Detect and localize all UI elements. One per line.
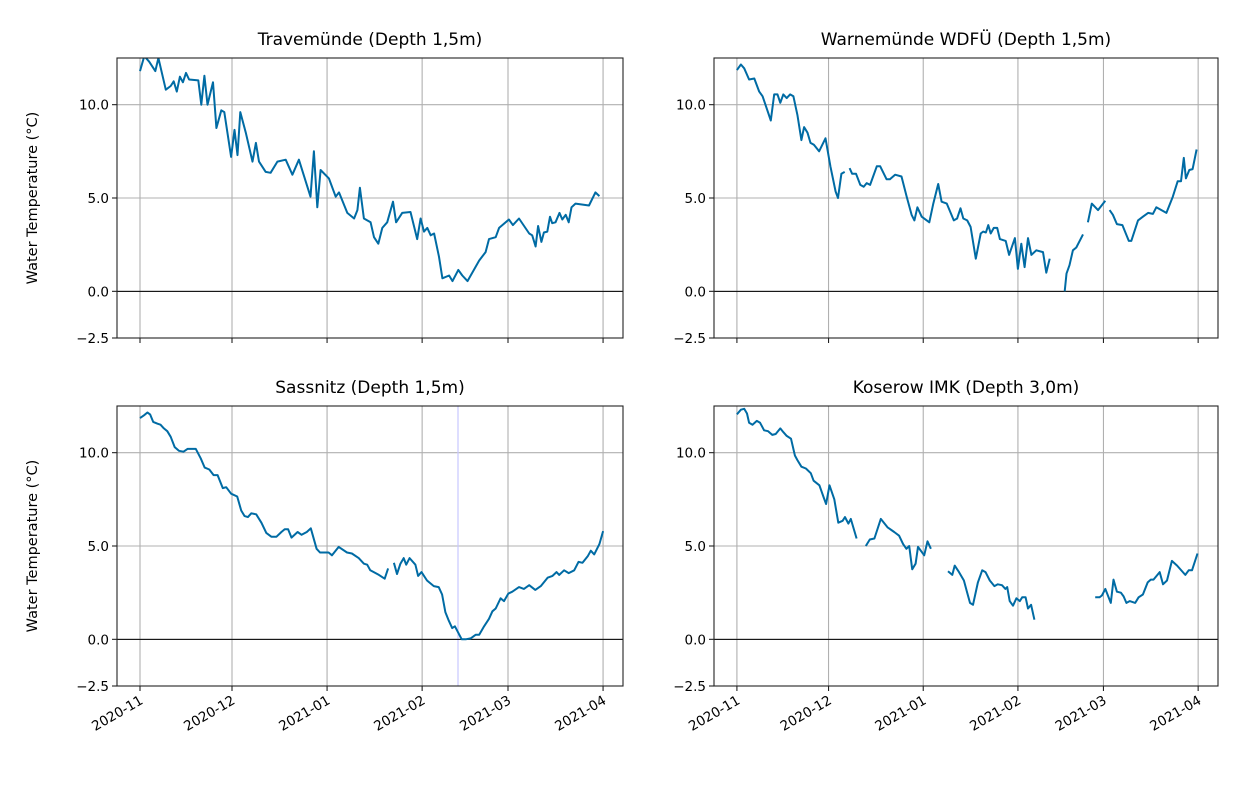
y-tick-label: 5.0 (685, 539, 706, 555)
x-tick-label: 2021-02 (967, 693, 1024, 735)
x-tick-label: 2020-11 (686, 693, 743, 735)
subplot-title: Koserow IMK (Depth 3,0m) (853, 378, 1080, 398)
subplot-title: Travemünde (Depth 1,5m) (257, 30, 483, 50)
temperature-series-line (848, 165, 1051, 274)
x-tick-label: 2021-03 (1053, 693, 1110, 735)
x-tick-label: 2021-02 (371, 693, 428, 735)
subplot-title: Warnemünde WDFÜ (Depth 1,5m) (821, 28, 1111, 50)
x-tick-label: 2021-04 (552, 693, 609, 735)
x-tick-label: 2020-12 (181, 693, 238, 735)
subplot-2: −2.5 0.0 5.0 10.0 Warnemünde WDFÜ (Depth 1,5… (673, 28, 1219, 347)
temperature-series-line (1086, 200, 1107, 223)
x-tick-label: 2021-04 (1147, 693, 1204, 735)
y-tick-label: 5.0 (685, 191, 706, 207)
y-axis-label: Water Temperature (°C) (25, 460, 41, 633)
x-tick-label: 2020-12 (778, 693, 835, 735)
temperature-series-line (1063, 233, 1084, 292)
x-tick-label: 2020-11 (89, 693, 146, 735)
y-axis-label: Water Temperature (°C) (25, 112, 41, 285)
y-tick-label: 0.0 (88, 284, 109, 300)
temperature-series-line (736, 63, 846, 199)
y-tick-label: −2.5 (673, 331, 706, 347)
x-tick-label: 2021-01 (276, 693, 333, 735)
y-tick-label: 0.0 (685, 284, 706, 300)
y-tick-label: 10.0 (79, 446, 109, 462)
y-tick-label: 0.0 (88, 632, 109, 648)
y-tick-label: −2.5 (76, 331, 109, 347)
y-tick-label: 5.0 (88, 191, 109, 207)
temperature-series-line (1108, 149, 1198, 242)
subplot-3: 2020-11 2020-12 2021-01 2021-02 2021-03 2021-… (25, 378, 624, 735)
x-tick-label: 2021-01 (872, 693, 929, 735)
subplot-4: 2020-11 2020-12 2021-01 2021-02 2021-03 2021-… (673, 378, 1219, 735)
x-tick-label: 2021-03 (457, 693, 514, 735)
y-tick-label: 10.0 (79, 98, 109, 114)
temperature-series-line (1095, 553, 1199, 604)
y-tick-label: −2.5 (673, 679, 706, 695)
y-tick-label: 10.0 (676, 98, 706, 114)
y-tick-label: 5.0 (88, 539, 109, 555)
temperature-series-line (736, 407, 858, 539)
y-tick-label: 10.0 (676, 446, 706, 462)
subplot-title: Sassnitz (Depth 1,5m) (275, 378, 464, 398)
y-tick-label: 0.0 (685, 632, 706, 648)
temperature-series-line (392, 530, 605, 641)
temperature-series-line (139, 411, 390, 580)
temperature-series-line (864, 517, 932, 571)
subplot-1: −2.5 0.0 5.0 10.0 Travemünde (Depth 1,5m) Wat… (25, 30, 624, 347)
temperature-series-line (947, 564, 1036, 620)
y-tick-label: −2.5 (76, 679, 109, 695)
temperature-series-line (139, 58, 601, 283)
